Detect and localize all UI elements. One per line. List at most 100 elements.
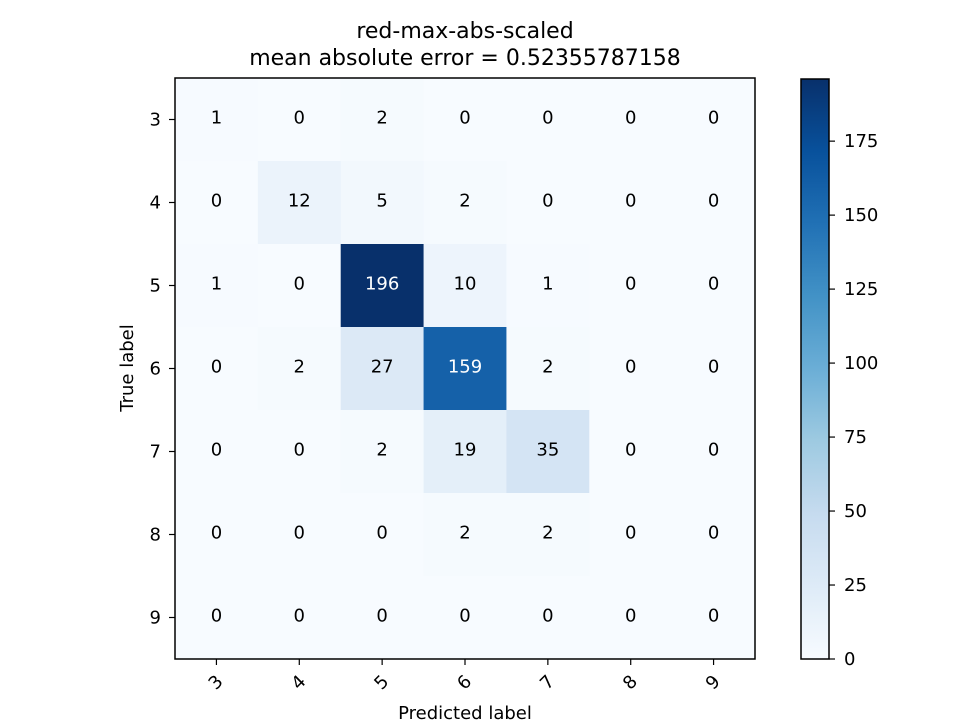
cell-value-label: 0	[708, 523, 719, 544]
heatmap-cell	[257, 161, 342, 245]
cell-value-label: 2	[376, 440, 387, 461]
heatmap-cell	[175, 410, 259, 494]
heatmap-cell	[672, 78, 756, 162]
heatmap-cell	[423, 161, 508, 245]
cell-value-label: 0	[708, 606, 719, 627]
heatmap-cell	[175, 327, 259, 411]
heatmap-cell	[672, 244, 756, 328]
y-tick-label: 8	[150, 525, 161, 546]
cell-value-label: 0	[708, 357, 719, 378]
cell-value-label: 1	[211, 274, 222, 295]
colorbar-tick-label: 25	[844, 575, 867, 596]
cell-value-label: 0	[542, 191, 553, 212]
cell-value-label: 27	[371, 357, 394, 378]
heatmap-cell	[589, 161, 673, 245]
heatmap-cell	[506, 327, 590, 411]
y-tick-label: 9	[150, 608, 161, 629]
heatmap-cells	[175, 78, 756, 660]
cell-value-label: 0	[542, 108, 553, 129]
cell-value-label: 0	[294, 606, 305, 627]
colorbar-tick-label: 100	[844, 353, 878, 374]
heatmap-cell	[257, 493, 342, 577]
cell-value-label: 1	[542, 274, 553, 295]
colorbar-ticks: 0 25 50 75 100 125 150 175	[829, 131, 878, 670]
heatmap-cell	[589, 78, 673, 162]
cell-value-label: 0	[211, 191, 222, 212]
heatmap-cell	[340, 576, 425, 660]
cell-value-label: 0	[708, 440, 719, 461]
cell-value-label: 0	[294, 274, 305, 295]
heatmap-cell	[340, 78, 425, 162]
cell-value-label: 19	[454, 440, 477, 461]
cell-value-label: 2	[459, 523, 470, 544]
heatmap-cell	[672, 493, 756, 577]
x-tick-label: 4	[287, 671, 310, 694]
colorbar-tick-label: 175	[844, 131, 878, 152]
heatmap-cell	[506, 576, 590, 660]
x-axis-label: Predicted label	[398, 703, 532, 720]
heatmap-cell	[340, 327, 425, 411]
chart-subtitle: mean absolute error = 0.52355787158	[249, 46, 681, 71]
cell-value-label: 0	[542, 606, 553, 627]
heatmap-cell-labels: 1 0 2 0 0 0 00 12 5 2 0 0 01 0 196 10 1 0 00 2 27 159 2 0 00 0 2 19…	[211, 108, 720, 627]
heatmap-cell	[340, 161, 425, 245]
cell-value-label: 0	[211, 357, 222, 378]
cell-value-label: 0	[294, 108, 305, 129]
heatmap-cell	[423, 244, 508, 328]
heatmap-cell	[175, 78, 259, 162]
y-tick-label: 6	[150, 359, 161, 380]
heatmap-cell	[340, 244, 425, 328]
heatmap-cell	[423, 78, 508, 162]
y-tick-label: 7	[150, 442, 161, 463]
heatmap-cell	[589, 493, 673, 577]
heatmap-cell	[175, 161, 259, 245]
heatmap-cell	[257, 327, 342, 411]
heatmap-cell	[506, 244, 590, 328]
cell-value-label: 0	[376, 606, 387, 627]
heatmap-cell	[175, 576, 259, 660]
heatmap-cell	[672, 576, 756, 660]
heatmap-cell	[506, 410, 590, 494]
x-tick-label: 5	[370, 671, 393, 694]
x-tick-label: 3	[205, 671, 228, 694]
cell-value-label: 0	[625, 357, 636, 378]
cell-value-label: 12	[288, 191, 311, 212]
y-axis-ticks: 3 4 5 6 7 8 9	[150, 110, 175, 629]
cell-value-label: 196	[365, 274, 399, 295]
cell-value-label: 2	[542, 523, 553, 544]
cell-value-label: 2	[294, 357, 305, 378]
heatmap-cell	[589, 327, 673, 411]
cell-value-label: 2	[376, 108, 387, 129]
heatmap-cell	[672, 410, 756, 494]
cell-value-label: 0	[625, 523, 636, 544]
cell-value-label: 0	[625, 606, 636, 627]
heatmap-cell	[340, 410, 425, 494]
x-tick-label: 7	[536, 671, 559, 694]
cell-value-label: 35	[536, 440, 559, 461]
x-tick-label: 8	[619, 671, 642, 694]
heatmap-cell	[175, 493, 259, 577]
cell-value-label: 0	[625, 274, 636, 295]
cell-value-label: 0	[294, 523, 305, 544]
cell-value-label: 0	[211, 523, 222, 544]
x-axis-ticks: 3 4 5 6 7 8 9	[205, 659, 725, 694]
cell-value-label: 0	[708, 191, 719, 212]
cell-value-label: 0	[211, 440, 222, 461]
heatmap-cell	[589, 576, 673, 660]
colorbar-tick-label: 50	[844, 501, 867, 522]
y-tick-label: 3	[150, 110, 161, 131]
heatmap-cell	[672, 161, 756, 245]
cell-value-label: 2	[459, 191, 470, 212]
cell-value-label: 0	[459, 606, 470, 627]
colorbar-tick-label: 0	[844, 649, 855, 670]
cell-value-label: 1	[211, 108, 222, 129]
cell-value-label: 5	[376, 191, 387, 212]
cell-value-label: 0	[708, 274, 719, 295]
cell-value-label: 2	[542, 357, 553, 378]
cell-value-label: 0	[708, 108, 719, 129]
y-axis-label: True label	[117, 324, 138, 413]
heatmap-cell	[423, 327, 508, 411]
heatmap-cell	[257, 410, 342, 494]
cell-value-label: 0	[625, 108, 636, 129]
